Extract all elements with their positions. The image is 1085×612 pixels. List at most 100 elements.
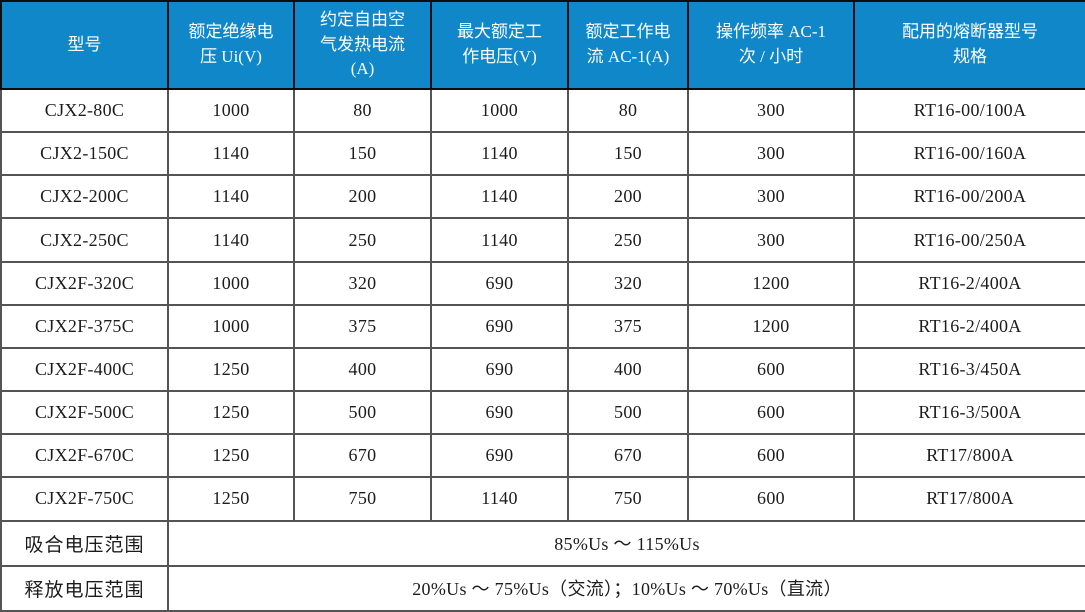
cell-model: CJX2-200C [0, 174, 169, 220]
cell-insulation-voltage: 1140 [167, 217, 295, 263]
cell-working-current: 500 [567, 390, 689, 436]
cell-op-frequency: 300 [687, 87, 855, 134]
cell-max-voltage: 690 [430, 303, 569, 349]
cell-working-current: 400 [567, 346, 689, 393]
col-header-operating-frequency: 操作频率 AC-1 次 / 小时 [687, 0, 855, 90]
col-header-model-label: 型号 [67, 35, 102, 55]
cell-max-voltage: 1140 [430, 131, 569, 177]
col-header-working-current-ac1: 额定工作电流 AC-1(A) [567, 0, 689, 90]
cell-op-frequency: 300 [687, 174, 855, 220]
cell-thermal-current: 320 [293, 260, 432, 306]
col-header-insulation-voltage-label: 额定绝缘电压 Ui(V) [188, 22, 274, 66]
cell-working-current: 80 [567, 87, 689, 134]
cell-thermal-current: 400 [293, 346, 432, 393]
footer-row-pickup-voltage: 吸合电压范围 85%Us ～ 115%Us [0, 519, 1085, 567]
cell-op-frequency: 600 [687, 390, 855, 436]
cell-fuse-spec: RT16-3/450A [853, 346, 1085, 393]
cell-op-frequency: 600 [687, 476, 855, 522]
table-row: CJX2-250C 1140 250 1140 250 300 RT16-00/… [0, 217, 1085, 263]
cell-thermal-current: 150 [293, 131, 432, 177]
cell-fuse-spec: RT16-2/400A [853, 303, 1085, 349]
cell-max-voltage: 1140 [430, 174, 569, 220]
cell-model: CJX2F-750C [0, 476, 169, 522]
release-voltage-range-value: 20%Us ～ 75%Us（交流）；10%Us ～ 70%Us（直流） [167, 564, 1085, 612]
col-header-working-current-ac1-label: 额定工作电流 AC-1(A) [585, 22, 671, 66]
cell-fuse-spec: RT17/800A [853, 433, 1085, 479]
cell-model: CJX2F-670C [0, 433, 169, 479]
cell-op-frequency: 1200 [687, 260, 855, 306]
table-row: CJX2F-750C 1250 750 1140 750 600 RT17/80… [0, 476, 1085, 522]
cell-max-voltage: 690 [430, 260, 569, 306]
cell-insulation-voltage: 1250 [167, 390, 295, 436]
cell-fuse-spec: RT16-2/400A [853, 260, 1085, 306]
pickup-voltage-range-value: 85%Us ～ 115%Us [167, 519, 1085, 567]
col-header-free-air-thermal-current: 约定自由空气发热电流(A) [293, 0, 432, 90]
release-voltage-range-label: 释放电压范围 [0, 564, 169, 612]
cell-working-current: 750 [567, 476, 689, 522]
cell-max-voltage: 1000 [430, 87, 569, 134]
cell-model: CJX2F-375C [0, 303, 169, 349]
col-header-max-working-voltage-label: 最大额定工作电压(V) [457, 22, 542, 66]
cell-thermal-current: 375 [293, 303, 432, 349]
cell-fuse-spec: RT16-00/100A [853, 87, 1085, 134]
cell-max-voltage: 690 [430, 390, 569, 436]
cell-model: CJX2-250C [0, 217, 169, 263]
col-header-free-air-thermal-current-label: 约定自由空气发热电流(A) [320, 10, 405, 79]
cell-op-frequency: 600 [687, 346, 855, 393]
cell-thermal-current: 670 [293, 433, 432, 479]
cell-fuse-spec: RT16-00/160A [853, 131, 1085, 177]
cell-thermal-current: 250 [293, 217, 432, 263]
cell-insulation-voltage: 1140 [167, 174, 295, 220]
cell-insulation-voltage: 1000 [167, 87, 295, 134]
cell-working-current: 250 [567, 217, 689, 263]
cell-thermal-current: 500 [293, 390, 432, 436]
col-header-max-working-voltage: 最大额定工作电压(V) [430, 0, 569, 90]
cell-insulation-voltage: 1000 [167, 260, 295, 306]
cell-insulation-voltage: 1140 [167, 131, 295, 177]
footer-row-release-voltage: 释放电压范围 20%Us ～ 75%Us（交流）；10%Us ～ 70%Us（直… [0, 564, 1085, 612]
cell-model: CJX2-150C [0, 131, 169, 177]
cell-working-current: 320 [567, 260, 689, 306]
cell-model: CJX2F-320C [0, 260, 169, 306]
cell-working-current: 670 [567, 433, 689, 479]
col-header-model: 型号 [0, 0, 169, 90]
cell-model: CJX2F-400C [0, 346, 169, 393]
cell-working-current: 375 [567, 303, 689, 349]
cell-max-voltage: 1140 [430, 217, 569, 263]
cell-insulation-voltage: 1250 [167, 346, 295, 393]
col-header-fuse-spec: 配用的熔断器型号规格 [853, 0, 1085, 90]
table-row: CJX2F-375C 1000 375 690 375 1200 RT16-2/… [0, 303, 1085, 349]
cell-fuse-spec: RT16-00/200A [853, 174, 1085, 220]
cell-op-frequency: 300 [687, 131, 855, 177]
cell-thermal-current: 200 [293, 174, 432, 220]
cell-op-frequency: 600 [687, 433, 855, 479]
cell-insulation-voltage: 1250 [167, 476, 295, 522]
col-header-fuse-spec-label: 配用的熔断器型号规格 [902, 22, 1038, 66]
table-row: CJX2-150C 1140 150 1140 150 300 RT16-00/… [0, 131, 1085, 177]
table-row: CJX2-200C 1140 200 1140 200 300 RT16-00/… [0, 174, 1085, 220]
cell-fuse-spec: RT16-00/250A [853, 217, 1085, 263]
pickup-voltage-range-label: 吸合电压范围 [0, 519, 169, 567]
table-row: CJX2F-670C 1250 670 690 670 600 RT17/800… [0, 433, 1085, 479]
cell-thermal-current: 750 [293, 476, 432, 522]
cell-working-current: 200 [567, 174, 689, 220]
table-row: CJX2F-400C 1250 400 690 400 600 RT16-3/4… [0, 346, 1085, 393]
cell-max-voltage: 1140 [430, 476, 569, 522]
cell-max-voltage: 690 [430, 433, 569, 479]
cell-insulation-voltage: 1250 [167, 433, 295, 479]
cell-working-current: 150 [567, 131, 689, 177]
header-row: 型号 额定绝缘电压 Ui(V) 约定自由空气发热电流(A) 最大额定工作电压(V… [0, 0, 1085, 90]
col-header-insulation-voltage: 额定绝缘电压 Ui(V) [167, 0, 295, 90]
cell-model: CJX2F-500C [0, 390, 169, 436]
table-row: CJX2F-320C 1000 320 690 320 1200 RT16-2/… [0, 260, 1085, 306]
cell-fuse-spec: RT16-3/500A [853, 390, 1085, 436]
cell-op-frequency: 1200 [687, 303, 855, 349]
table-row: CJX2F-500C 1250 500 690 500 600 RT16-3/5… [0, 390, 1085, 436]
cell-model: CJX2-80C [0, 87, 169, 134]
cell-fuse-spec: RT17/800A [853, 476, 1085, 522]
cell-insulation-voltage: 1000 [167, 303, 295, 349]
col-header-operating-frequency-label: 操作频率 AC-1 次 / 小时 [715, 22, 827, 66]
table-row: CJX2-80C 1000 80 1000 80 300 RT16-00/100… [0, 87, 1085, 134]
